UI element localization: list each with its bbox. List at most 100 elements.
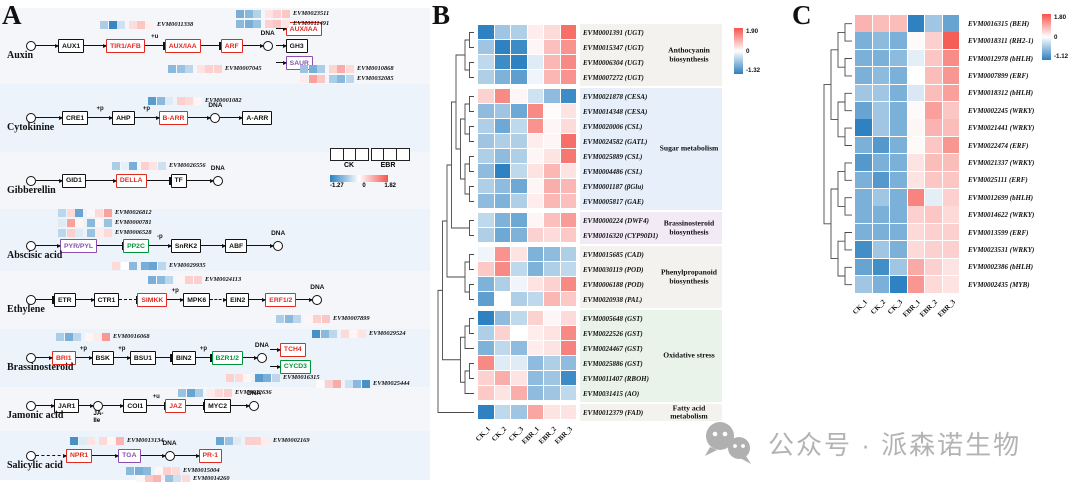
heat-cell xyxy=(271,374,280,382)
heat-cell xyxy=(855,67,872,84)
heat-cell xyxy=(907,119,925,136)
heat-strip-cells xyxy=(58,229,112,237)
gene-id-label: EVM0024113 xyxy=(204,276,242,284)
heat-cell xyxy=(478,386,494,401)
pathway-diagram: Auxin AUX1 TIR1/AFB +u AUX/IAA ARF DNA AUX/IAA G… xyxy=(0,8,430,482)
heat-cell xyxy=(86,229,95,237)
expression-strip-EVM0026556: EVM0026556 xyxy=(112,162,206,170)
heat-cell xyxy=(478,371,494,386)
heat-strip-cells xyxy=(216,437,270,445)
heat-cell xyxy=(98,437,107,445)
connector-label: +p xyxy=(118,346,126,352)
heat-cell xyxy=(925,136,942,154)
heat-strip-cells xyxy=(126,467,180,475)
panel-a-label: A xyxy=(2,0,22,30)
heat-cell xyxy=(253,437,262,445)
heat-cell xyxy=(176,65,185,73)
heat-cell xyxy=(58,209,66,217)
gene-label-EVM0006304: EVM0006304 (UGT) xyxy=(583,58,644,67)
heat-cell xyxy=(511,371,527,386)
heat-cell xyxy=(478,326,494,341)
pathway-box-cre1: CRE1 xyxy=(62,111,89,125)
heat-strip-cells xyxy=(312,330,366,338)
dna-label: DNA xyxy=(162,439,177,447)
heat-cell xyxy=(544,179,560,194)
heat-cell xyxy=(925,119,942,136)
category-band-oxidative-stress xyxy=(580,310,722,402)
gene-label-EVM0013599: EVM0013599 (ERF) xyxy=(968,228,1029,237)
category-label: Anthocyanin biosynthesis xyxy=(668,45,710,63)
heat-cell xyxy=(925,223,942,241)
gene-label-EVM0023531: EVM0023531 (WRKY) xyxy=(968,245,1035,254)
pathway-row-brassinosteroid: Brassinosteroid BRI1 +p BSK +p BSU1 BIN2 +p BZR1… xyxy=(0,329,430,388)
expression-strip-EVM0015004: EVM0015004 xyxy=(126,467,220,475)
pathway-box-tir1-afb: TIR1/AFB xyxy=(106,39,145,53)
gene-label-EVM0021878: EVM0021878 (CESA) xyxy=(583,92,648,101)
heat-cell xyxy=(872,258,890,276)
heat-cell xyxy=(560,341,577,356)
branch-outputs: TCH4 CYCD3 xyxy=(269,342,311,374)
heat-cell xyxy=(560,262,577,277)
heat-cell xyxy=(178,389,186,397)
heat-cell xyxy=(942,154,960,171)
branch-outputs: AUX/IAA GH3 SAUR xyxy=(275,22,322,70)
pathway-row-abscisic-acid: Abscisic acid PYR/PYL PP2C -p SnRK2 ABF DNA EVM… xyxy=(0,209,430,271)
heat-cell xyxy=(494,70,511,85)
heat-cell xyxy=(494,311,511,326)
heat-cell xyxy=(148,97,156,105)
pathway-box-tch4: TCH4 xyxy=(279,342,306,357)
branch-item: GH3 xyxy=(275,39,322,53)
heat-cell xyxy=(527,311,544,326)
heat-cell xyxy=(95,229,104,237)
dna-node: DNA xyxy=(208,102,222,123)
arrow-connector xyxy=(296,295,313,305)
arrow-connector xyxy=(85,176,116,186)
heat-cell xyxy=(527,40,544,55)
pathway-box-pyr-pyl: PYR/PYL xyxy=(60,239,98,253)
gene-label-EVM0007272: EVM0007272 (UGT) xyxy=(583,73,644,82)
heat-cell xyxy=(478,119,494,134)
heat-cell xyxy=(527,119,544,134)
legend-scale-values: -1.27 0 1.82 xyxy=(330,183,396,189)
heat-cell xyxy=(165,276,174,284)
heat-cell xyxy=(907,276,925,293)
heat-cell xyxy=(544,89,560,104)
heat-cell xyxy=(478,311,494,326)
inhibition-connector xyxy=(156,353,172,363)
category-band-phenylpropanoid-biosynthesis xyxy=(580,246,722,308)
heat-cell xyxy=(855,119,872,136)
heat-cell xyxy=(149,162,158,170)
gene-label-EVM0021337: EVM0021337 (WRKY) xyxy=(968,158,1035,167)
gene-label-EVM0030119: EVM0030119 (POD) xyxy=(583,265,644,274)
legend-mid: 0 xyxy=(746,47,750,55)
expression-strip-EVM0016068: EVM0016068 xyxy=(56,333,150,341)
heat-cell xyxy=(855,171,872,189)
heat-cell xyxy=(872,276,890,293)
heat-cell xyxy=(925,258,942,276)
dendrogram xyxy=(823,23,852,286)
heat-cell xyxy=(560,326,577,341)
gene-id-label: EVM0023511 xyxy=(292,10,330,18)
heat-cell xyxy=(112,162,120,170)
dna-circle xyxy=(262,41,273,51)
heat-cell xyxy=(942,15,960,32)
pathway-box-myc2: MYC2 xyxy=(204,399,231,413)
heat-cell xyxy=(925,206,942,223)
heat-cell xyxy=(560,194,577,209)
pathway-box-coi1: COI1 xyxy=(123,399,148,413)
gene-id-label: EVM0032085 xyxy=(356,75,394,83)
heat-cell xyxy=(126,467,134,475)
arrow-connector xyxy=(269,362,280,372)
hormone-node: Auxin xyxy=(7,41,36,61)
legend-group-ck: CK xyxy=(343,162,355,169)
heat-cell xyxy=(308,65,317,73)
dna-node: DNA xyxy=(211,165,225,186)
heat-cell xyxy=(478,262,494,277)
arrow-connector: +p xyxy=(75,346,92,363)
gene-label-EVM0024467: EVM0024467 (GST) xyxy=(583,344,643,353)
arrow-connector xyxy=(79,401,94,411)
heat-cell xyxy=(164,475,173,482)
arrow-connector xyxy=(231,401,249,411)
heat-cell xyxy=(349,330,358,338)
legend-mid: 0 xyxy=(362,183,366,189)
